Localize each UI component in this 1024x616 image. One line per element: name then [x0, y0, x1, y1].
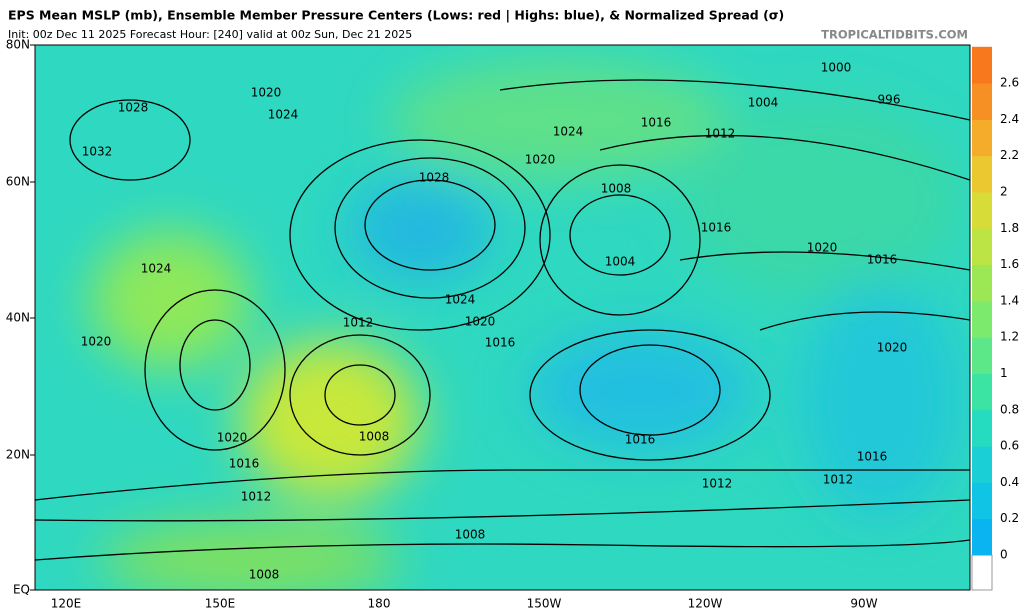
isobar-label: 1000: [821, 61, 852, 75]
isobar-label: 1028: [419, 171, 450, 185]
isobar-label: 1012: [702, 477, 733, 491]
lat-label: 60N: [6, 175, 30, 189]
colorbar-band: [972, 300, 992, 338]
colorbar-band: [972, 119, 992, 157]
isobar-label: 1016: [857, 450, 888, 464]
lon-label: 150W: [527, 597, 562, 611]
isobar-label: 1020: [217, 431, 248, 445]
lon-label: 120W: [688, 597, 723, 611]
colorbar-band: [972, 46, 992, 84]
colorbar-label: 1: [1000, 366, 1008, 380]
isobar-label: 1008: [601, 182, 632, 196]
isobar-label: 1016: [229, 457, 260, 471]
isobar-label: 1016: [641, 116, 672, 130]
isobar-label: 1016: [867, 253, 898, 267]
source: TROPICALTIDBITS.COM: [821, 28, 968, 42]
colorbar-label: 1.2: [1000, 330, 1019, 344]
colorbar-band: [972, 337, 992, 374]
isobar-label: 1020: [465, 315, 496, 329]
colorbar-band: [972, 482, 992, 520]
colorbar-label: 1.8: [1000, 221, 1019, 235]
colorbar-label: 0.8: [1000, 402, 1019, 416]
colorbar: 0 0.2 0.4 0.6 0.8 1 1.2 1.4 1.6 1.8 2 2.2 2.4 2.6: [971, 46, 1019, 591]
colorbar-label: 1.4: [1000, 293, 1019, 307]
colorbar-label: 2: [1000, 185, 1008, 199]
lon-label: 150E: [205, 597, 236, 611]
isobar-label: 1016: [701, 221, 732, 235]
isobar-label: 1032: [82, 145, 113, 159]
colorbar-band: [972, 83, 992, 120]
lon-label: 120E: [51, 597, 82, 611]
isobar-label: 1024: [141, 262, 172, 276]
colorbar-label: 0.2: [1000, 511, 1019, 525]
colorbar-band: [972, 446, 992, 483]
isobar-label: 1008: [455, 528, 486, 542]
isobar-label: 1016: [625, 433, 656, 447]
colorbar-label: 2.4: [1000, 112, 1019, 126]
title: EPS Mean MSLP (mb), Ensemble Member Pres…: [8, 8, 784, 23]
colorbar-band: [972, 373, 992, 411]
isobar-label: 1012: [343, 316, 374, 330]
colorbar-blank: [971, 554, 993, 591]
isobar-label: 1020: [251, 86, 282, 100]
isobar-label: 1012: [241, 490, 272, 504]
isobar-label: 1020: [525, 153, 556, 167]
colorbar-label: 0.6: [1000, 439, 1019, 453]
colorbar-label: 2.2: [1000, 148, 1019, 162]
isobar-label: 1020: [81, 335, 112, 349]
subtitle: Init: 00z Dec 11 2025 Forecast Hour: [24…: [8, 28, 412, 41]
lon-label: 180: [368, 597, 391, 611]
isobar-label: 1020: [807, 241, 838, 255]
isobar-label: 1028: [118, 101, 149, 115]
isobar-label: 996: [878, 93, 901, 107]
lat-label: 20N: [6, 448, 30, 462]
isobar-label: 1012: [705, 127, 736, 141]
colorbar-band: [972, 228, 992, 266]
colorbar-band: [972, 264, 992, 302]
lat-label: 80N: [6, 38, 30, 52]
colorbar-band: [972, 155, 992, 193]
lat-label: 40N: [6, 311, 30, 325]
colorbar-label: 1.6: [1000, 257, 1019, 271]
colorbar-band: [972, 409, 992, 447]
colorbar-band: [972, 192, 992, 229]
lon-label: 90W: [850, 597, 877, 611]
isobar-label: 1008: [249, 568, 280, 582]
isobar-label: 1024: [445, 293, 476, 307]
isobar-label: 1024: [268, 108, 299, 122]
colorbar-label: 2.6: [1000, 76, 1019, 90]
isobar-label: 1004: [605, 255, 636, 269]
isobar-label: 1024: [553, 125, 584, 139]
isobar-label: 1008: [359, 430, 390, 444]
lat-label: EQ: [13, 583, 30, 597]
isobar-label: 1012: [823, 473, 854, 487]
isobar-label: 1020: [877, 341, 908, 355]
colorbar-label: 0.4: [1000, 475, 1019, 489]
colorbar-band: [972, 518, 992, 556]
isobar-label: 1004: [748, 96, 779, 110]
colorbar-label: 0: [1000, 548, 1008, 562]
map: [35, 45, 970, 590]
isobar-label: 1016: [485, 336, 516, 350]
